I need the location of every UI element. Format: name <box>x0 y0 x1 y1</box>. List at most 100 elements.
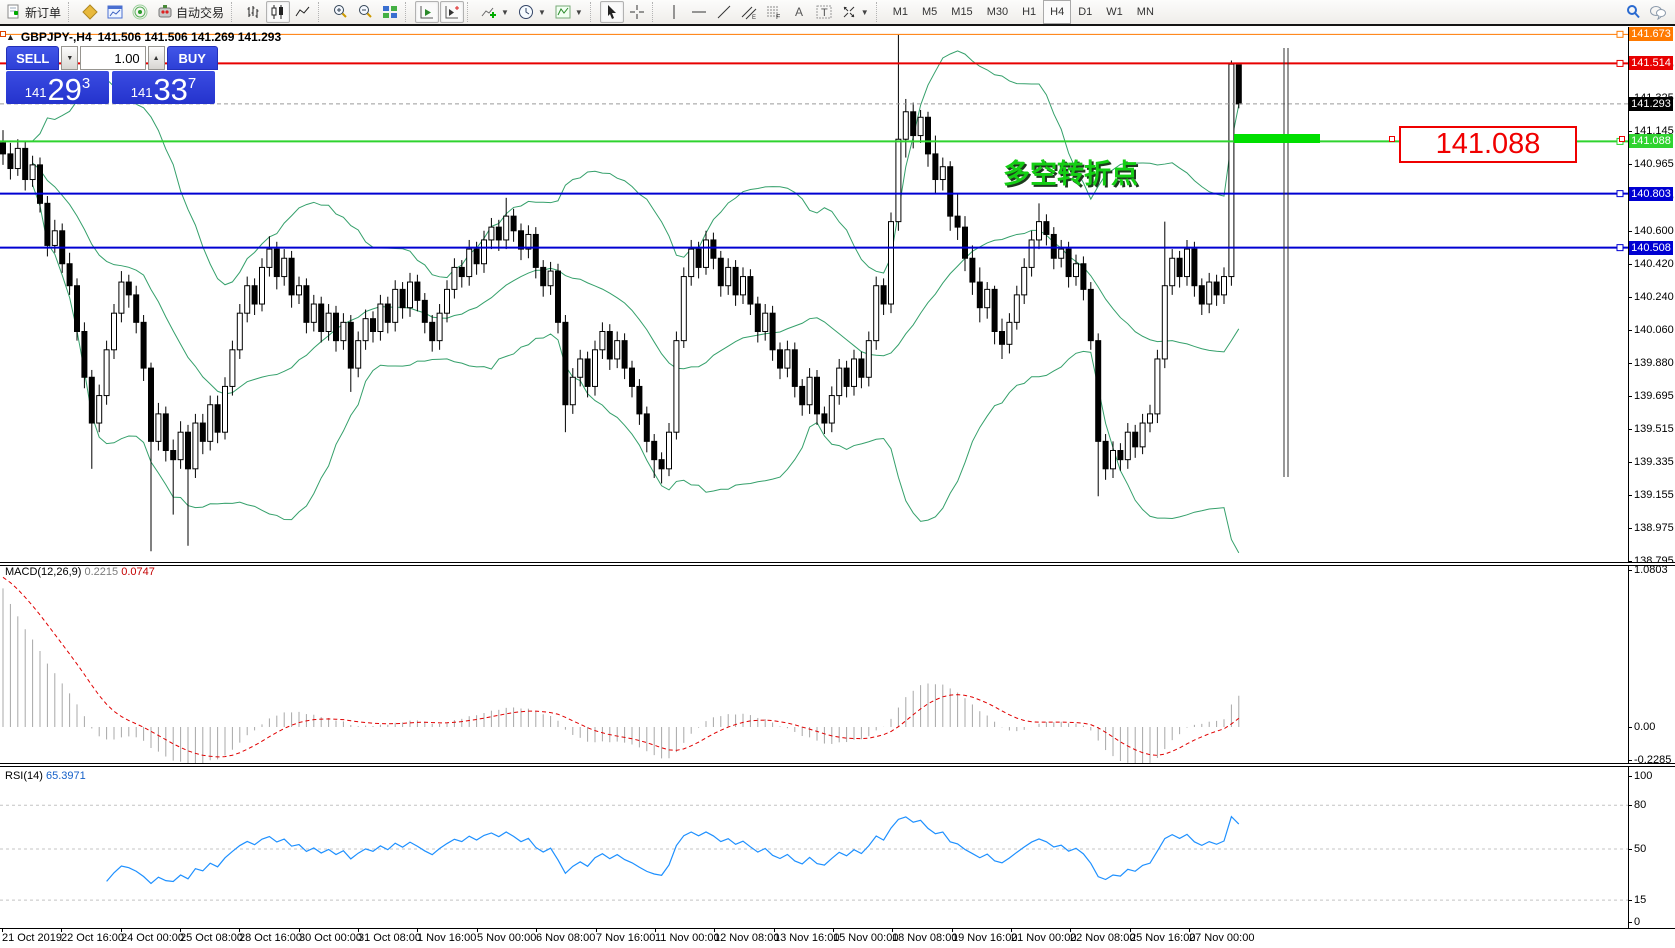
line-anchor[interactable] <box>1616 30 1624 38</box>
new-chart-button[interactable] <box>103 1 127 23</box>
candle <box>407 272 413 317</box>
timeframe-button-M15[interactable]: M15 <box>951 6 973 18</box>
macd-pane[interactable] <box>0 566 1629 763</box>
candle <box>192 413 199 478</box>
buy-button[interactable]: BUY <box>166 46 218 70</box>
price-callout-box[interactable]: 141.088 <box>1399 126 1577 163</box>
line-chart-button[interactable] <box>291 1 315 23</box>
candle <box>429 315 436 352</box>
candle <box>229 340 236 396</box>
candle <box>1132 424 1139 458</box>
fibonacci-tool-button[interactable]: F <box>762 1 786 23</box>
time-axis-label: 25 Oct 08:00 <box>180 932 243 944</box>
pivot-annotation-text[interactable]: 多空转折点 <box>1003 159 1138 189</box>
new-order-button[interactable]: 新订单 <box>2 1 65 23</box>
separator <box>651 2 658 22</box>
macd-axis-tick <box>1628 727 1632 728</box>
timeframe-button-D1[interactable]: D1 <box>1078 6 1093 18</box>
rsi-axis-label: 50 <box>1634 843 1647 855</box>
pane-separator[interactable] <box>0 763 1675 767</box>
candle <box>1221 267 1227 305</box>
new-order-label: 新订单 <box>25 5 62 20</box>
candle <box>888 212 894 314</box>
candle <box>88 369 95 469</box>
zoom-out-button[interactable] <box>353 1 377 23</box>
indicators-icon <box>481 7 497 18</box>
signals-button[interactable] <box>128 1 152 23</box>
separator <box>589 2 596 22</box>
separator <box>875 2 882 22</box>
templates-button[interactable]: ▼ <box>551 1 587 23</box>
search-button[interactable] <box>1621 1 1645 23</box>
sell-button[interactable]: SELL <box>6 46 60 70</box>
bar-chart-button[interactable] <box>241 1 265 23</box>
text-tool-button[interactable]: A <box>787 1 811 23</box>
candle <box>347 315 354 392</box>
timeframe-button-H1[interactable]: H1 <box>1022 6 1037 18</box>
candle <box>969 245 976 295</box>
zoom-in-button[interactable] <box>328 1 352 23</box>
line-anchor[interactable] <box>1616 244 1624 252</box>
candle <box>991 285 998 345</box>
candle <box>791 342 798 398</box>
auto-scroll-button[interactable] <box>415 1 440 23</box>
pane-separator[interactable] <box>0 562 1675 566</box>
crosshair-tool-button[interactable] <box>625 1 649 23</box>
cursor-tool-button[interactable] <box>599 1 624 23</box>
time-axis-label: 31 Oct 08:00 <box>358 932 421 944</box>
macd-axis-label: 0.00 <box>1634 721 1656 733</box>
time-axis-tick <box>358 928 359 932</box>
candle <box>799 379 806 416</box>
svg-text:A: A <box>795 5 803 19</box>
green-highlight-segment[interactable] <box>1234 134 1320 143</box>
candle <box>481 230 487 273</box>
timeframe-button-M30[interactable]: M30 <box>986 6 1009 18</box>
price-axis-tick <box>1628 429 1632 430</box>
trendline-tool-button[interactable] <box>712 1 736 23</box>
candlestick-chart-button[interactable] <box>266 1 291 23</box>
label-tool-button[interactable]: T <box>812 1 836 23</box>
tile-windows-button[interactable] <box>378 1 402 23</box>
timeframe-button-W1[interactable]: W1 <box>1106 6 1123 18</box>
horizontal-line-tool-button[interactable] <box>687 1 711 23</box>
rsi-pane[interactable] <box>0 767 1629 928</box>
bollinger-middle-band <box>32 162 1240 395</box>
time-axis-tick <box>536 928 537 932</box>
sell-price-tile[interactable]: 141 29 3 <box>6 71 109 105</box>
periods-button[interactable]: ▼ <box>514 1 550 23</box>
line-handle[interactable] <box>0 31 6 37</box>
timeframe-button-H4[interactable]: H4 <box>1043 0 1072 24</box>
rsi-value: 65.3971 <box>45 770 86 782</box>
chat-icon <box>1650 6 1666 20</box>
line-handle[interactable] <box>1389 136 1395 142</box>
volume-step-up-button[interactable]: ▲ <box>147 46 165 70</box>
candle <box>214 395 221 444</box>
metaeditor-button[interactable] <box>78 1 102 23</box>
candle <box>1043 214 1050 246</box>
candle <box>296 276 302 305</box>
line-anchor[interactable] <box>1616 59 1624 67</box>
candle <box>384 296 391 334</box>
chat-button[interactable] <box>1645 1 1671 23</box>
candle <box>44 196 51 257</box>
candle <box>370 311 376 343</box>
timeframe-button-M5[interactable]: M5 <box>922 6 938 18</box>
line-anchor[interactable] <box>1616 190 1624 198</box>
buy-price-tile[interactable]: 141 33 7 <box>112 71 215 105</box>
volume-step-down-button[interactable]: ▼ <box>61 46 79 70</box>
channel-tool-button[interactable]: E <box>737 1 761 23</box>
indicators-button[interactable]: ▼ <box>477 1 513 23</box>
collapse-icon[interactable]: ▲ <box>6 32 15 42</box>
vertical-line-tool-button[interactable] <box>662 1 686 23</box>
candle <box>777 342 783 380</box>
arrows-tool-button[interactable]: ▼ <box>837 1 873 23</box>
cursor-icon <box>607 5 616 19</box>
time-axis-label: 22 Oct 16:00 <box>61 932 124 944</box>
chart-shift-button[interactable] <box>440 1 465 23</box>
auto-trading-button[interactable]: 自动交易 <box>153 1 228 23</box>
timeframe-button-M1[interactable]: M1 <box>892 6 908 18</box>
line-handle[interactable] <box>1619 136 1625 142</box>
volume-input[interactable]: 1.00 <box>80 46 146 70</box>
timeframe-button-MN[interactable]: MN <box>1136 6 1154 18</box>
main-chart-pane[interactable] <box>0 27 1629 562</box>
